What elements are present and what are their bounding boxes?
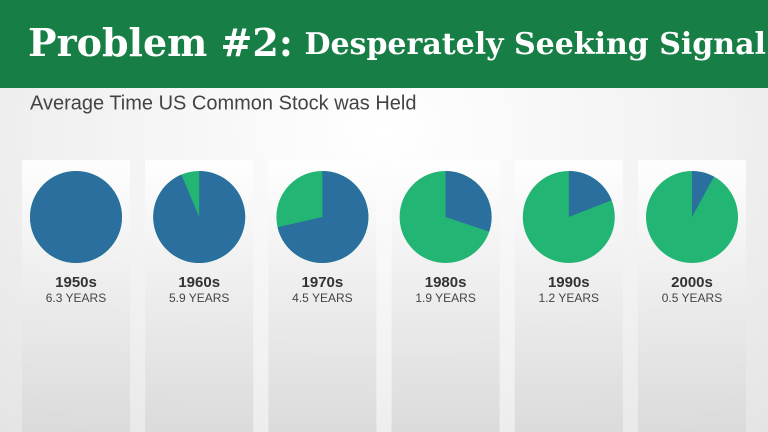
- header-band: [0, 0, 768, 88]
- category-label: 2000s: [671, 274, 713, 291]
- value-label: 0.5 YEARS: [662, 291, 722, 305]
- category-label: 1990s: [548, 274, 590, 291]
- pie-slice: [445, 171, 492, 232]
- category-label: 1960s: [178, 274, 220, 291]
- category-label: 1950s: [55, 274, 97, 291]
- pie-slice: [30, 171, 122, 263]
- header-title-lead: Problem #2:: [28, 20, 293, 65]
- header-title: Problem #2: Desperately Seeking Signal: [28, 20, 766, 65]
- chart-title: Average Time US Common Stock was Held: [30, 92, 416, 114]
- category-label: 1970s: [302, 274, 344, 291]
- pie-slice: [277, 171, 369, 263]
- value-label: 1.2 YEARS: [539, 291, 599, 305]
- value-label: 5.9 YEARS: [169, 291, 229, 305]
- category-label: 1980s: [425, 274, 467, 291]
- value-label: 1.9 YEARS: [415, 291, 475, 305]
- value-label: 6.3 YEARS: [46, 291, 106, 305]
- pie-slice: [692, 171, 714, 217]
- header-title-rest: Desperately Seeking Signal: [304, 27, 765, 62]
- pie-slice: [153, 171, 246, 263]
- value-label: 4.5 YEARS: [292, 291, 352, 305]
- pie-slice: [568, 171, 612, 217]
